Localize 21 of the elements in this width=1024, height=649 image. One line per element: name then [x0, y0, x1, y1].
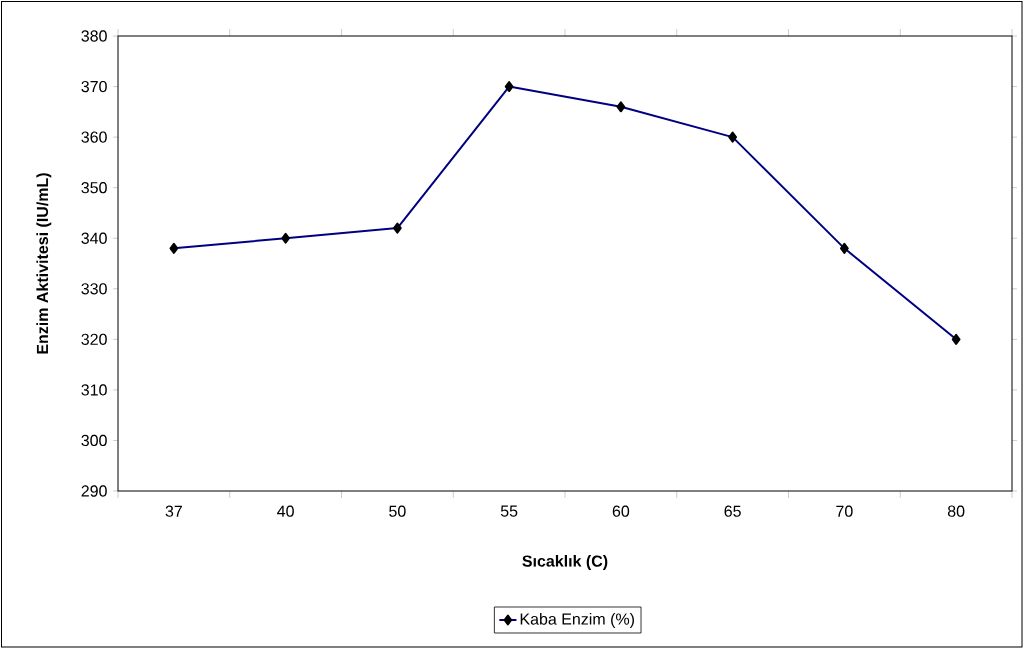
y-tick-label: 370	[81, 80, 107, 93]
y-tick-label: 350	[81, 182, 107, 194]
x-tick-label: 60	[612, 505, 630, 517]
y-tick-label: 330	[81, 283, 107, 295]
y-tick-label: 310	[81, 384, 107, 396]
y-tick-label: 360	[81, 131, 107, 143]
y-tick-label: 290	[81, 485, 107, 497]
legend-label: Kaba Enzim (%)	[520, 613, 634, 628]
y-tick-label: 320	[81, 333, 107, 346]
y-tick-label: 380	[81, 30, 107, 42]
x-tick-label: 55	[500, 505, 518, 517]
y-tick-label: 340	[81, 232, 107, 244]
x-tick-label: 37	[165, 505, 182, 517]
x-tick-label: 70	[836, 505, 853, 517]
x-tick-label: 80	[947, 505, 965, 517]
x-axis-title: Sıcaklık (C)	[522, 554, 608, 570]
x-tick-label: 40	[277, 505, 294, 517]
y-axis-title: Enzim Aktivitesi (IU/mL)	[36, 173, 52, 354]
y-tick-label: 300	[81, 434, 107, 447]
x-tick-label: 50	[389, 505, 406, 517]
x-tick-label: 65	[724, 505, 741, 517]
